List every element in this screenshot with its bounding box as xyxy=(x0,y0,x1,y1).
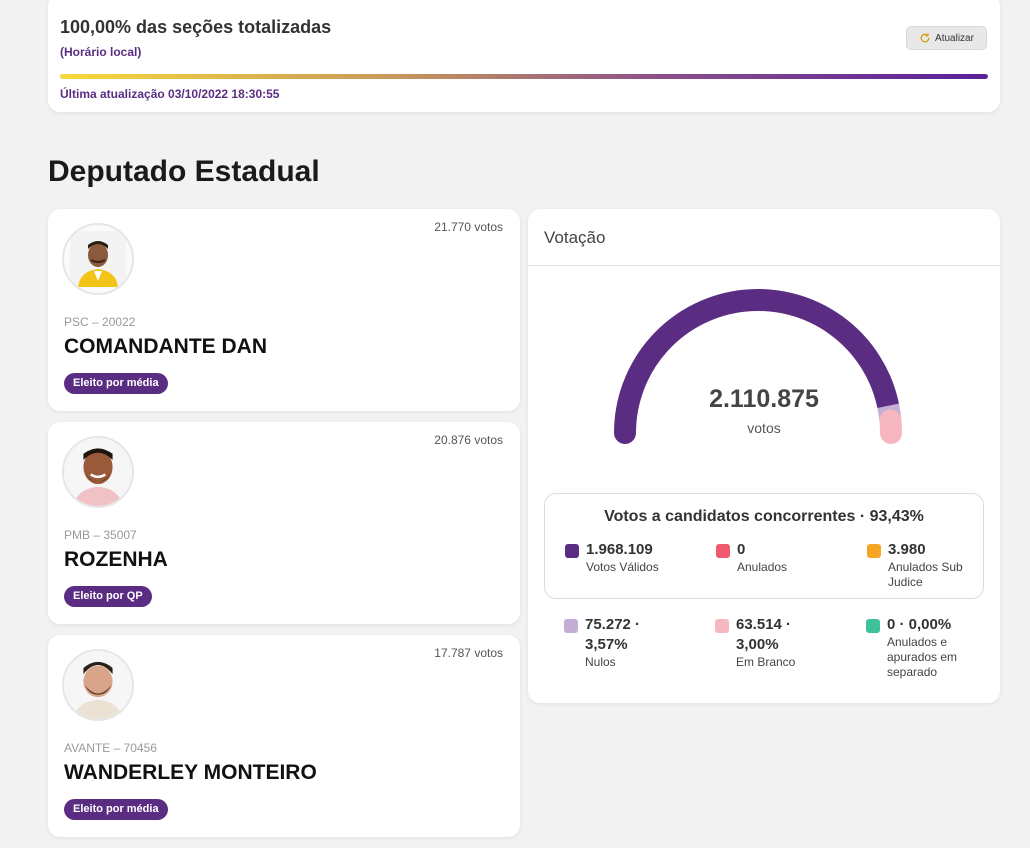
refresh-label: Atualizar xyxy=(935,32,974,44)
stat-value: 1.968.109 xyxy=(586,541,653,558)
total-votes: 2.110.875 xyxy=(709,385,819,413)
totalization-progress-bar xyxy=(60,74,988,79)
local-time-note: (Horário local) xyxy=(60,45,142,59)
candidate-card[interactable]: 20.876 votos PMB – 35007 ROZENHA Eleito … xyxy=(48,422,520,624)
stat-value: 0 · 0,00% xyxy=(887,616,952,633)
votacao-card: Votação 2.110.875 votos Votos a candidat… xyxy=(528,209,1000,703)
candidate-name: WANDERLEY MONTEIRO xyxy=(64,761,317,784)
election-status-badge: Eleito por QP xyxy=(64,586,152,607)
candidate-votes: 17.787 votos xyxy=(434,646,503,660)
votacao-header: Votação xyxy=(528,209,1000,266)
refresh-icon xyxy=(920,33,930,43)
candidate-party-number: PSC – 20022 xyxy=(64,315,136,329)
stat-label: Anulados xyxy=(737,560,788,574)
competing-votes-box: Votos a candidatos concorrentes · 93,43%… xyxy=(544,493,984,599)
legend-swatch xyxy=(867,544,881,558)
stat-value: 63.514 · 3,00% xyxy=(736,616,792,653)
candidate-votes: 20.876 votos xyxy=(434,433,503,447)
candidate-name: ROZENHA xyxy=(64,548,168,571)
gauge-arc-valid xyxy=(614,288,900,444)
total-votes-label: votos xyxy=(747,420,781,436)
stat-label: Anulados e apurados em separado xyxy=(887,635,958,679)
stat-label: Nulos xyxy=(585,655,616,669)
stat-value: 0 xyxy=(737,541,746,558)
totalization-title: 100,00% das seções totalizadas xyxy=(60,17,332,37)
stat-value: 75.272 · 3,57% xyxy=(585,616,641,653)
election-status-badge: Eleito por média xyxy=(64,373,168,394)
candidate-party-number: AVANTE – 70456 xyxy=(64,741,157,755)
candidate-card[interactable]: 21.770 votos PSC – 20022 COMANDANTE DAN … xyxy=(48,209,520,411)
votes-gauge xyxy=(614,288,903,444)
candidate-card[interactable]: 17.787 votos AVANTE – 70456 WANDERLEY MO… xyxy=(48,635,520,837)
section-title: Deputado Estadual xyxy=(48,155,320,188)
progress-fill xyxy=(60,74,988,79)
legend-swatch xyxy=(564,619,578,633)
stat-label: Em Branco xyxy=(736,655,796,669)
legend-swatch xyxy=(565,544,579,558)
refresh-button[interactable]: Atualizar xyxy=(906,26,987,50)
candidate-name: COMANDANTE DAN xyxy=(64,335,267,358)
election-status-badge: Eleito por média xyxy=(64,799,168,820)
stat-value: 3.980 xyxy=(888,541,926,558)
stat-label: Votos Válidos xyxy=(586,560,659,574)
candidate-avatar xyxy=(62,223,134,295)
candidate-party-number: PMB – 35007 xyxy=(64,528,137,542)
legend-swatch xyxy=(866,619,880,633)
gauge-arc-branco xyxy=(879,409,903,444)
candidate-avatar xyxy=(62,436,134,508)
legend-swatch xyxy=(716,544,730,558)
competing-votes-title: Votos a candidatos concorrentes · 93,43% xyxy=(604,508,924,525)
legend-swatch xyxy=(715,619,729,633)
last-update-text: Última atualização 03/10/2022 18:30:55 xyxy=(60,87,280,101)
candidate-avatar xyxy=(62,649,134,721)
candidate-votes: 21.770 votos xyxy=(434,220,503,234)
totalization-status-card: 100,00% das seções totalizadas (Horário … xyxy=(48,0,1000,112)
stat-label: Anulados Sub Judice xyxy=(888,560,963,589)
